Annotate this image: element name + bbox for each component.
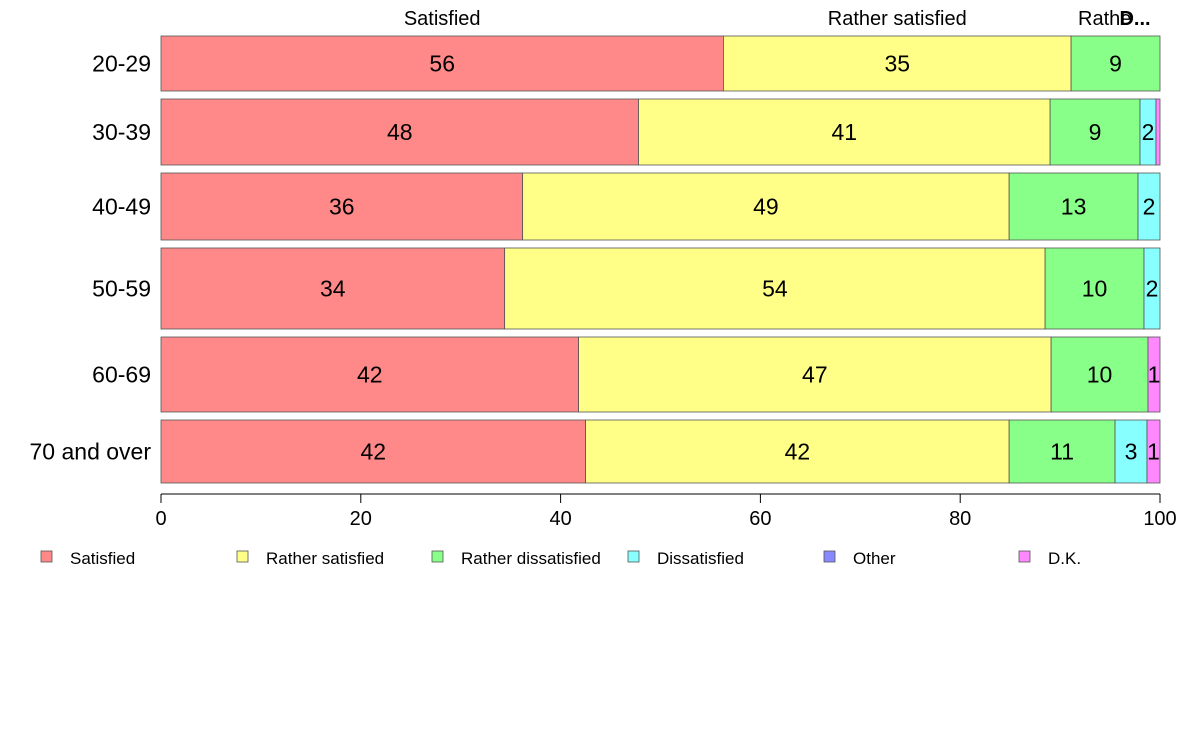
bar-segment [1155,98,1161,166]
category-label: 20-29 [92,51,151,77]
data-label: 42 [785,439,811,465]
x-tick-label: 0 [155,508,166,530]
category-label: 60-69 [92,362,151,388]
bar-segment [1143,247,1161,330]
bars-group: 56 35 948 41 9 236 49 13 234 54 10 242 47 10 142 42 11 3 1 [160,35,1161,484]
data-label: 42 [360,439,386,465]
legend-swatch [40,550,53,563]
data-label: 48 [387,119,413,145]
data-label: 10 [1082,276,1108,302]
legend-label: Satisfied [70,549,135,568]
bar-segment [1008,419,1116,484]
bar-segment [160,336,579,413]
data-label: 13 [1061,194,1087,220]
x-tick-label: 100 [1143,508,1176,530]
legend-label: Rather satisfied [266,549,384,568]
x-axis: 0 20 40 60 80 100 [155,493,1177,530]
data-label: 2 [1146,276,1159,302]
legend-item: Other [823,549,896,568]
bar-segment [160,98,639,166]
data-label: 47 [802,362,828,388]
data-label: 56 [429,51,455,77]
bar-row: 36 49 13 2 [160,172,1161,241]
legend-swatch [823,550,836,563]
legend: Satisfied Rather satisfied Rather dissatis… [40,549,1081,568]
bar-segment [504,247,1046,330]
bar-segment [1070,35,1161,92]
legend-item: Dissatisfied [627,549,744,568]
data-label: 11 [1050,439,1074,465]
legend-swatch [431,550,444,563]
x-tick-label: 80 [949,508,971,530]
bar-segment [522,172,1010,241]
bar-segment [1147,336,1161,413]
bar-row: 42 42 11 3 1 [160,419,1161,484]
x-tick-label: 60 [749,508,771,530]
legend-swatch [1018,550,1031,563]
data-label: 54 [762,276,788,302]
legend-item: D.K. [1018,549,1081,568]
legend-label: D.K. [1048,549,1081,568]
bar-segment [638,98,1051,166]
bar-segment [160,172,524,241]
data-label: 34 [320,276,346,302]
data-label: 1 [1147,439,1160,465]
legend-swatch [236,550,249,563]
x-tick-label: 40 [549,508,571,530]
data-label: 42 [357,362,383,388]
data-label: 10 [1087,362,1113,388]
data-label: 49 [753,194,779,220]
x-tick-label: 20 [350,508,372,530]
legend-item: Rather dissatisfied [431,549,601,568]
data-label: 2 [1142,119,1155,145]
bar-segment [1050,336,1149,413]
bar-segment [1114,419,1148,484]
data-label: 41 [832,119,858,145]
legend-item: Rather satisfied [236,549,384,568]
bar-row: 56 35 9 [160,35,1161,92]
bar-segment [1137,172,1161,241]
top-series-label: Rathe [1078,8,1131,30]
data-label: 9 [1109,51,1122,77]
top-series-label: Satisfied [404,8,481,30]
category-label: 70 and over [30,439,152,465]
bar-segment [1044,247,1145,330]
bar-segment [578,336,1052,413]
bar-segment [723,35,1072,92]
data-label: 35 [884,51,910,77]
category-label: 30-39 [92,119,151,145]
legend-label: Rather dissatisfied [461,549,601,568]
legend-label: Dissatisfied [657,549,744,568]
top-series-label: Rather satisfied [828,8,967,30]
bar-segment [1146,419,1161,484]
bar-segment [1049,98,1141,166]
bar-segment [160,35,724,92]
category-labels-group: 20-29 30-39 40-49 50-59 60-69 70 and over [30,51,152,465]
bar-segment [160,419,586,484]
top-labels-group: Satisfied Rather satisfied RatheD... [404,8,1151,30]
bar-row: 42 47 10 1 [160,336,1161,413]
top-series-label: D... [1119,8,1150,30]
category-label: 40-49 [92,194,151,220]
data-label: 3 [1125,439,1138,465]
legend-label: Other [853,549,896,568]
legend-item: Satisfied [40,549,135,568]
bar-row: 34 54 10 2 [160,247,1161,330]
data-label: 1 [1148,362,1161,388]
bar-segment [160,247,506,330]
bar-segment [1008,172,1139,241]
legend-swatch [627,550,640,563]
category-label: 50-59 [92,276,151,302]
data-label: 2 [1143,194,1156,220]
data-label: 36 [329,194,355,220]
data-label: 9 [1089,119,1102,145]
bar-row: 48 41 9 2 [160,98,1161,166]
